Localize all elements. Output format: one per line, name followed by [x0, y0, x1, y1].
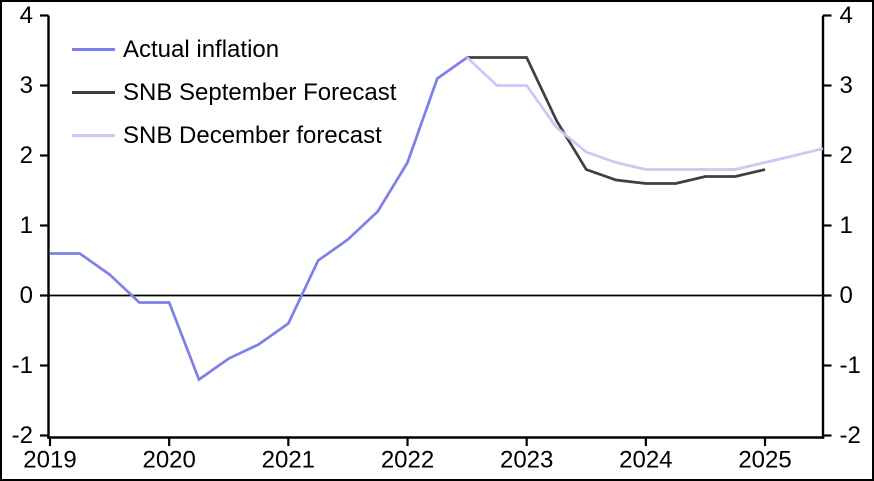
y-tick-label-right: 3 [840, 72, 853, 99]
y-tick-label-right: 0 [840, 282, 853, 309]
legend-label-snb-december-forecast: SNB December forecast [123, 121, 382, 149]
legend-item-actual-inflation: Actual inflation [72, 28, 396, 71]
legend-label-actual-inflation: Actual inflation [123, 35, 280, 63]
x-tick-label: 2024 [619, 447, 672, 474]
y-tick-label-right: -1 [840, 352, 861, 379]
x-tick-label: 2022 [381, 447, 434, 474]
y-tick-label-right: 4 [840, 2, 853, 29]
x-tick-label: 2023 [500, 447, 553, 474]
chart-legend: Actual inflation SNB September Forecast … [72, 28, 396, 157]
legend-label-snb-september-forecast: SNB September Forecast [123, 78, 397, 106]
y-tick-label-left: 3 [20, 72, 33, 99]
series-snb-september-forecast [467, 56, 766, 185]
x-tick-label: 2021 [262, 447, 315, 474]
series-snb-december-forecast [466, 56, 824, 171]
y-tick-label-left: -2 [12, 422, 33, 449]
y-tick-label-left: 1 [20, 212, 33, 239]
legend-item-snb-september-forecast: SNB September Forecast [72, 71, 396, 114]
y-tick-label-right: -2 [840, 422, 861, 449]
legend-item-snb-december-forecast: SNB December forecast [72, 114, 396, 157]
legend-line-swatch-actual-inflation [72, 48, 115, 51]
legend-line-swatch-snb-december-forecast [72, 134, 115, 137]
y-tick-label-left: 4 [20, 2, 33, 29]
y-tick-label-right: 1 [840, 212, 853, 239]
y-tick-label-left: -1 [12, 352, 33, 379]
x-tick-label: 2019 [23, 447, 76, 474]
x-tick-label: 2025 [738, 447, 791, 474]
y-tick-label-right: 2 [840, 142, 853, 169]
series-actual-inflation [50, 56, 468, 382]
y-tick-label-left: 2 [20, 142, 33, 169]
y-tick-label-left: 0 [20, 282, 33, 309]
x-tick-label: 2020 [142, 447, 195, 474]
legend-line-swatch-snb-september-forecast [72, 91, 115, 94]
